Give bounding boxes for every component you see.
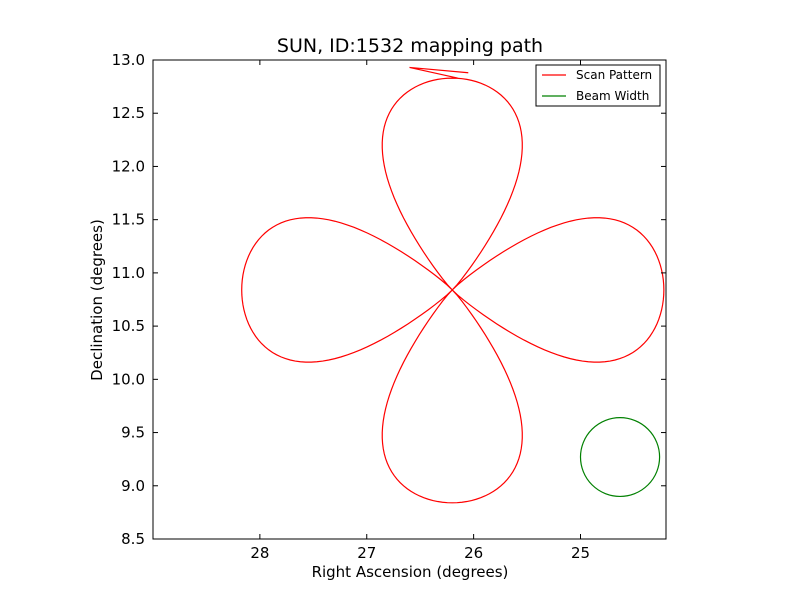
scan-pattern-line — [241, 77, 665, 504]
series-layer — [241, 66, 665, 504]
y-tick-label: 9.5 — [121, 424, 145, 442]
beam-width-circle — [579, 417, 661, 498]
x-tick-label: 27 — [357, 544, 376, 562]
x-tick-label: 26 — [464, 544, 483, 562]
x-tick-label: 25 — [571, 544, 590, 562]
y-tick-label: 10.5 — [112, 317, 145, 335]
y-tick-label: 10.0 — [112, 370, 145, 388]
y-tick-label: 8.5 — [121, 530, 145, 548]
legend: Scan Pattern Beam Width — [535, 64, 661, 107]
legend-label-scan-pattern: Scan Pattern — [576, 68, 652, 82]
legend-label-beam-width: Beam Width — [576, 89, 649, 103]
y-tick-label: 12.5 — [112, 104, 145, 122]
plot-area — [152, 59, 667, 540]
y-tick-label: 13.0 — [112, 51, 145, 69]
y-axis-ticks: 8.5 9.0 9.5 10.0 10.5 11.0 11.5 12.0 12.5 13.0 — [112, 51, 666, 548]
x-axis-ticks: 28 27 26 25 — [250, 60, 590, 562]
x-axis-label: Right Ascension (degrees) — [312, 563, 509, 581]
y-axis-label: Declination (degrees) — [88, 219, 106, 381]
scan-pattern-start — [409, 66, 469, 79]
y-tick-label: 12.0 — [112, 157, 145, 175]
x-tick-label: 28 — [250, 544, 269, 562]
y-tick-label: 11.0 — [112, 264, 145, 282]
axes-frame — [152, 59, 667, 540]
legend-box — [535, 64, 661, 107]
y-tick-label: 11.5 — [112, 211, 145, 229]
chart-title: SUN, ID:1532 mapping path — [277, 35, 543, 57]
y-tick-label: 9.0 — [121, 477, 145, 495]
